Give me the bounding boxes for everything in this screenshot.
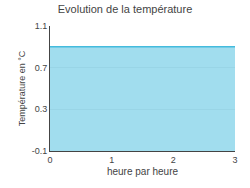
svg-text:0.3: 0.3 <box>35 104 48 114</box>
svg-text:0: 0 <box>47 155 52 165</box>
svg-text:1: 1 <box>109 155 114 165</box>
svg-text:heure par heure: heure par heure <box>107 166 179 177</box>
svg-text:1.1: 1.1 <box>35 21 48 31</box>
svg-text:2: 2 <box>171 155 176 165</box>
svg-text:Température en °C: Température en °C <box>17 50 27 126</box>
svg-text:Evolution de la température: Evolution de la température <box>58 3 193 15</box>
svg-text:-0.1: -0.1 <box>32 146 48 156</box>
svg-text:3: 3 <box>232 155 237 165</box>
svg-text:0.7: 0.7 <box>35 63 48 73</box>
